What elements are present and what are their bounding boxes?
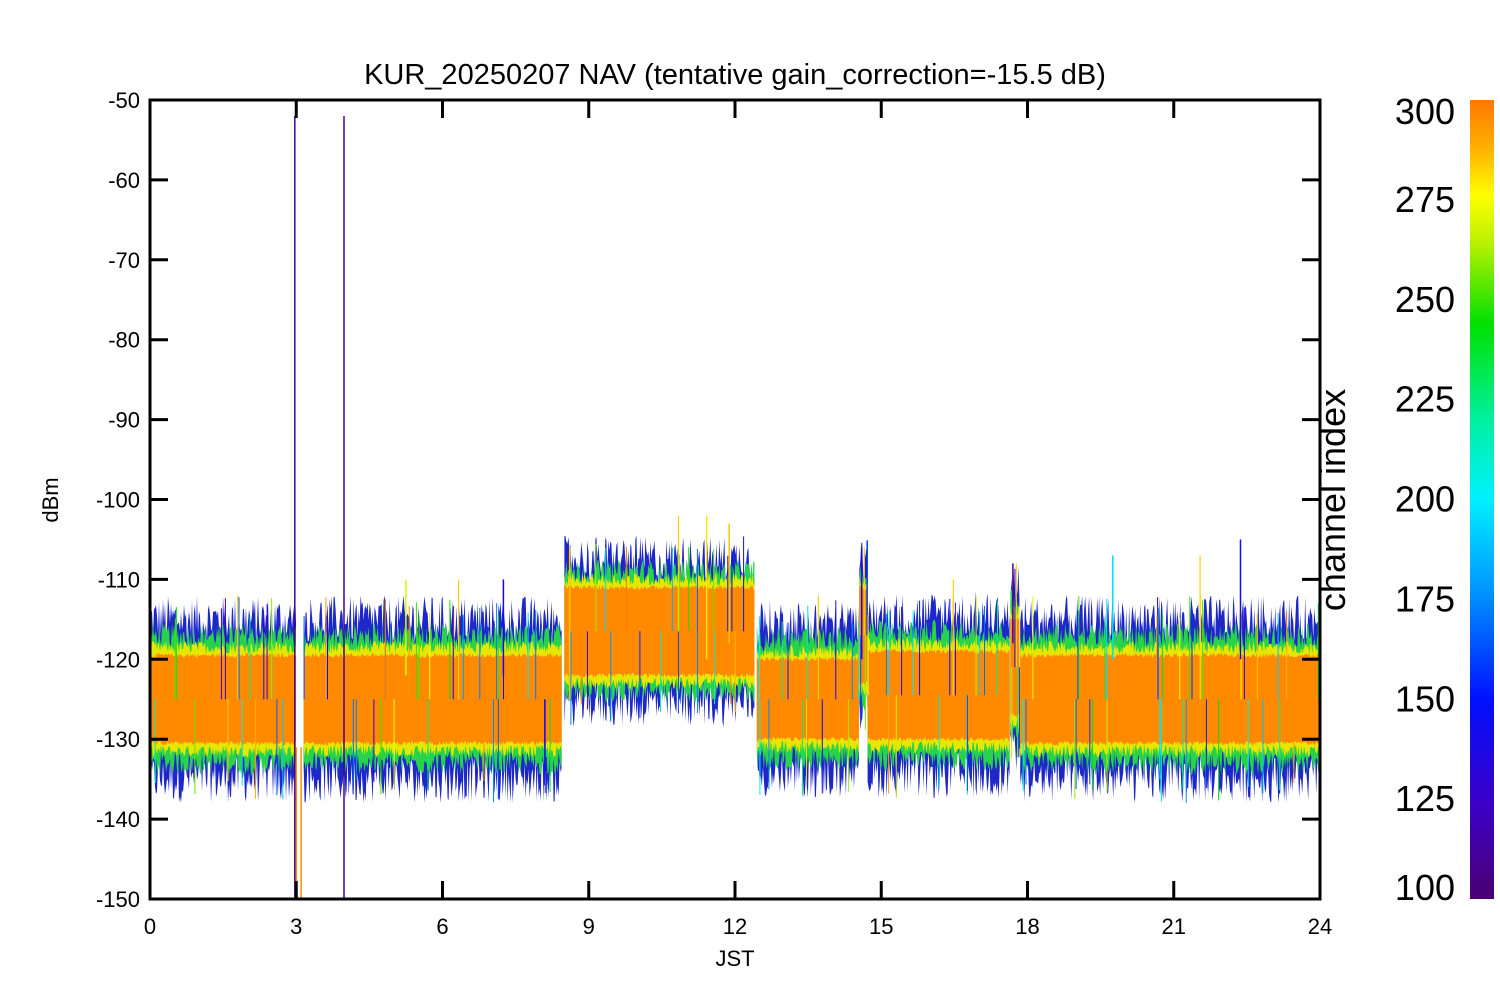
y-tick-label: -120 <box>96 647 140 672</box>
x-tick-label: 3 <box>290 914 302 939</box>
colorbar-tick-label: 150 <box>1395 678 1455 719</box>
band-segment <box>1020 555 1320 803</box>
colorbar-tick-label: 100 <box>1395 867 1455 908</box>
x-tick-label: 12 <box>723 914 747 939</box>
x-tick-label: 24 <box>1308 914 1332 939</box>
x-axis-label: JST <box>715 946 754 971</box>
data-bands <box>150 515 1320 803</box>
colorbar-tick-label: 275 <box>1395 179 1455 220</box>
band-segment <box>867 579 1010 799</box>
x-tick-label: 21 <box>1162 914 1186 939</box>
x-tick-label: 18 <box>1015 914 1039 939</box>
colorbar-label: channel index <box>1312 389 1353 611</box>
colorbar-tick-label: 175 <box>1395 578 1455 619</box>
y-tick-label: -90 <box>108 408 140 433</box>
colorbar-ticks: 300 275 250 225 200 175 150 125 100 <box>1395 91 1455 908</box>
colorbar-tick-label: 200 <box>1395 479 1455 520</box>
x-tick-label: 15 <box>869 914 893 939</box>
band-segment <box>1010 563 1020 771</box>
y-tick-label: -140 <box>96 807 140 832</box>
data-spikes <box>294 116 1242 899</box>
band-segment <box>303 579 562 803</box>
band-segment <box>150 595 296 803</box>
y-tick-label: -100 <box>96 488 140 513</box>
y-tick-label: -150 <box>96 887 140 912</box>
band-orange <box>150 652 296 746</box>
colorbar-tick-label: 300 <box>1395 91 1455 132</box>
colorbar <box>1470 100 1494 899</box>
y-tick-label: -50 <box>108 88 140 113</box>
band-orange <box>1020 652 1320 746</box>
y-tick-label: -70 <box>108 248 140 273</box>
colorbar-tick-label: 225 <box>1395 379 1455 420</box>
x-tick-label: 0 <box>144 914 156 939</box>
x-tick-label: 9 <box>583 914 595 939</box>
plot-frame <box>148 98 1322 901</box>
colorbar-tick-label: 125 <box>1395 778 1455 819</box>
band-orange <box>564 585 755 678</box>
band-segment <box>564 515 755 728</box>
chart-title: KUR_20250207 NAV (tentative gain_correct… <box>364 59 1106 91</box>
x-axis-ticks: 0 3 6 9 12 15 18 21 24 <box>144 100 1332 939</box>
y-axis-label: dBm <box>38 477 63 522</box>
band-orange <box>867 649 1010 742</box>
y-tick-label: -80 <box>108 328 140 353</box>
y-tick-label: -60 <box>108 168 140 193</box>
y-tick-label: -110 <box>98 567 140 592</box>
colorbar-tick-label: 250 <box>1395 279 1455 320</box>
y-tick-label: -130 <box>96 727 140 752</box>
y-axis-ticks: -50 -60 -70 -80 -90 -100 -110 -120 -130 -140 -150 <box>96 88 1320 912</box>
band-orange <box>303 652 562 746</box>
band-segment <box>756 595 859 798</box>
x-tick-label: 6 <box>436 914 448 939</box>
band-segment <box>859 540 868 731</box>
